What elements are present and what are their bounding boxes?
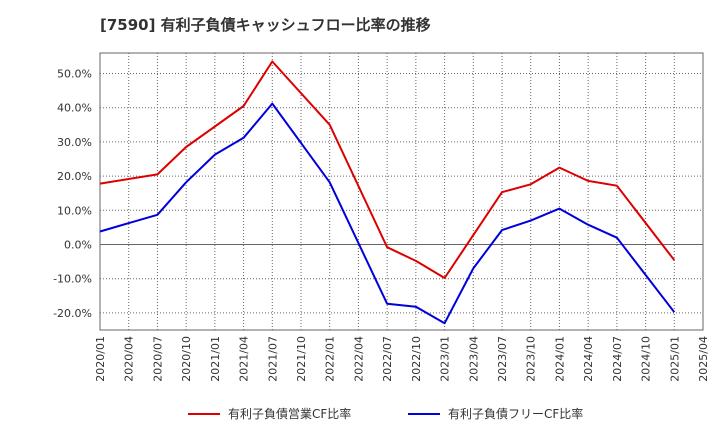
series-line-2 (99, 102, 676, 325)
x-tick-label: 2023/10 (525, 336, 538, 382)
x-tick-label: 2025/04 (697, 336, 710, 382)
x-tick-label: 2025/01 (668, 336, 681, 382)
y-tick-label: 50.0% (57, 68, 92, 81)
y-tick-label: 30.0% (57, 136, 92, 149)
chart-title: [7590] 有利子負債キャッシュフロー比率の推移 (100, 16, 431, 34)
x-tick-label: 2021/01 (209, 336, 222, 382)
x-tick-label: 2022/04 (352, 336, 365, 382)
x-tick-label: 2024/07 (611, 336, 624, 382)
x-tick-label: 2020/01 (94, 336, 107, 382)
x-tick-label: 2020/07 (151, 336, 164, 382)
y-tick-label: 0.0% (64, 239, 92, 252)
y-tick-label: 10.0% (57, 204, 92, 217)
x-tick-label: 2021/04 (238, 336, 251, 382)
x-tick-label: 2023/04 (467, 336, 480, 382)
y-tick-label: 20.0% (57, 170, 92, 183)
series-line-1 (99, 60, 676, 279)
x-tick-label: 2020/04 (123, 336, 136, 382)
x-tick-label: 2020/10 (180, 336, 193, 382)
x-tick-label: 2024/04 (582, 336, 595, 382)
legend: 有利子負債営業CF比率 有利子負債フリーCF比率 (188, 406, 583, 421)
axis-ticks: 2020/01 2020/04 2020/07 2020/10 2021/01 2021/… (53, 68, 710, 382)
x-tick-label: 2022/10 (410, 336, 423, 382)
legend-label-1: 有利子負債営業CF比率 (228, 406, 351, 421)
legend-label-2: 有利子負債フリーCF比率 (448, 406, 583, 421)
y-tick-label: -10.0% (53, 273, 92, 286)
x-tick-label: 2021/10 (295, 336, 308, 382)
x-tick-label: 2022/07 (381, 336, 394, 382)
series-lines (99, 60, 676, 325)
x-tick-label: 2022/01 (324, 336, 337, 382)
x-tick-label: 2024/10 (640, 336, 653, 382)
x-tick-label: 2021/07 (266, 336, 279, 382)
x-tick-label: 2023/07 (496, 336, 509, 382)
x-tick-label: 2024/01 (553, 336, 566, 382)
y-tick-label: -20.0% (53, 307, 92, 320)
x-tick-label: 2023/01 (439, 336, 452, 382)
y-tick-label: 40.0% (57, 102, 92, 115)
plot-area (99, 52, 704, 331)
